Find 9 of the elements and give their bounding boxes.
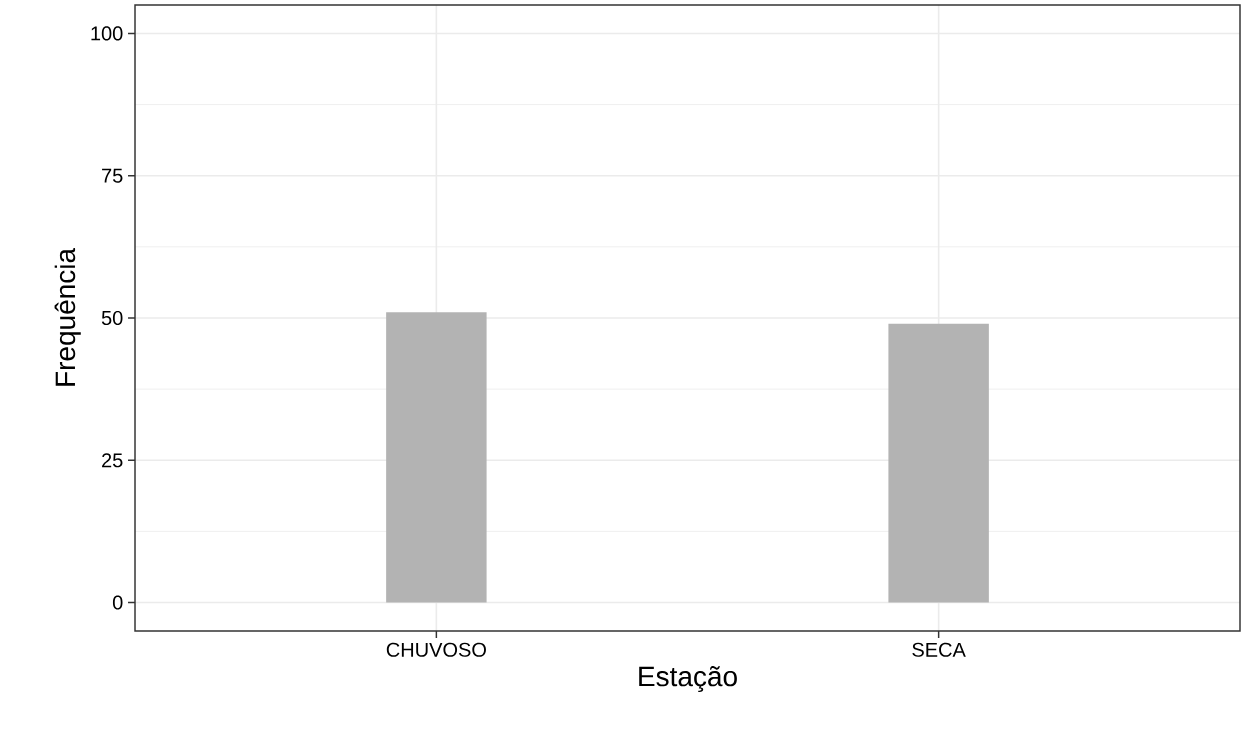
y-tick-label: 0 (112, 595, 123, 610)
y-tick-label: 50 (101, 310, 123, 326)
x-tick-label: CHUVOSO (386, 642, 486, 657)
y-tick-label: 100 (91, 26, 123, 41)
y-axis-title: Frequência (54, 247, 81, 386)
y-tick-label: 75 (102, 168, 123, 183)
x-tick-label: SECA (912, 642, 966, 657)
x-axis-title: Estação (639, 666, 737, 693)
y-tick-label: 25 (102, 453, 123, 468)
